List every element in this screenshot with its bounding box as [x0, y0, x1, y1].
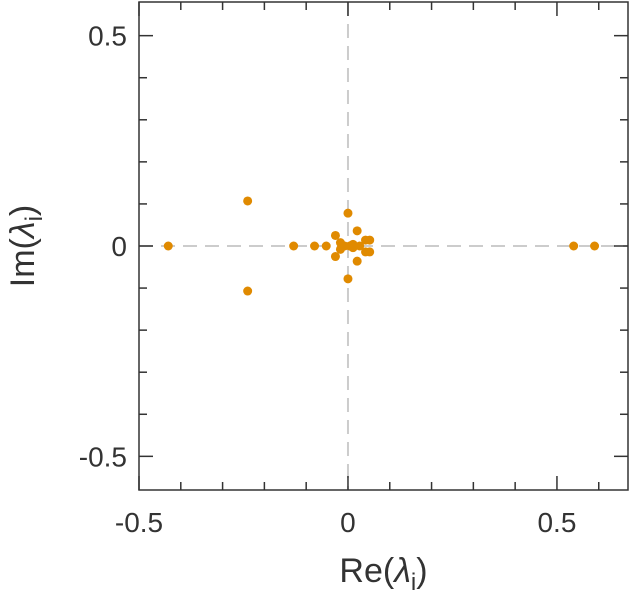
data-point [330, 230, 340, 240]
x-axis-label: Re(λi) [339, 552, 427, 596]
reference-lines [139, 2, 628, 490]
data-point [590, 241, 600, 251]
x-tick-label: -0.5 [115, 507, 163, 538]
y-axis-label: Im(λi) [4, 205, 48, 288]
data-point [330, 252, 340, 262]
data-point [243, 196, 253, 206]
y-tick-label: 0 [111, 231, 127, 262]
data-point [355, 241, 365, 251]
data-point [321, 241, 331, 251]
data-point [352, 256, 362, 266]
data-point [365, 247, 375, 257]
data-point [343, 208, 353, 218]
data-point [365, 235, 375, 245]
data-point [243, 286, 253, 296]
tick-labels: -0.5 0 0.5 -0.5 0 0.5 [79, 21, 577, 538]
data-point [163, 241, 173, 251]
x-tick-label: 0.5 [537, 507, 576, 538]
plot-frame [138, 1, 629, 491]
data-points [163, 196, 600, 296]
y-tick-label: -0.5 [79, 441, 127, 472]
data-point [289, 241, 299, 251]
data-point [343, 274, 353, 284]
data-point [569, 241, 579, 251]
data-point [352, 226, 362, 236]
axis-ticks [138, 2, 628, 490]
data-point [310, 241, 320, 251]
x-tick-label: 0 [340, 507, 356, 538]
y-tick-label: 0.5 [88, 21, 127, 52]
